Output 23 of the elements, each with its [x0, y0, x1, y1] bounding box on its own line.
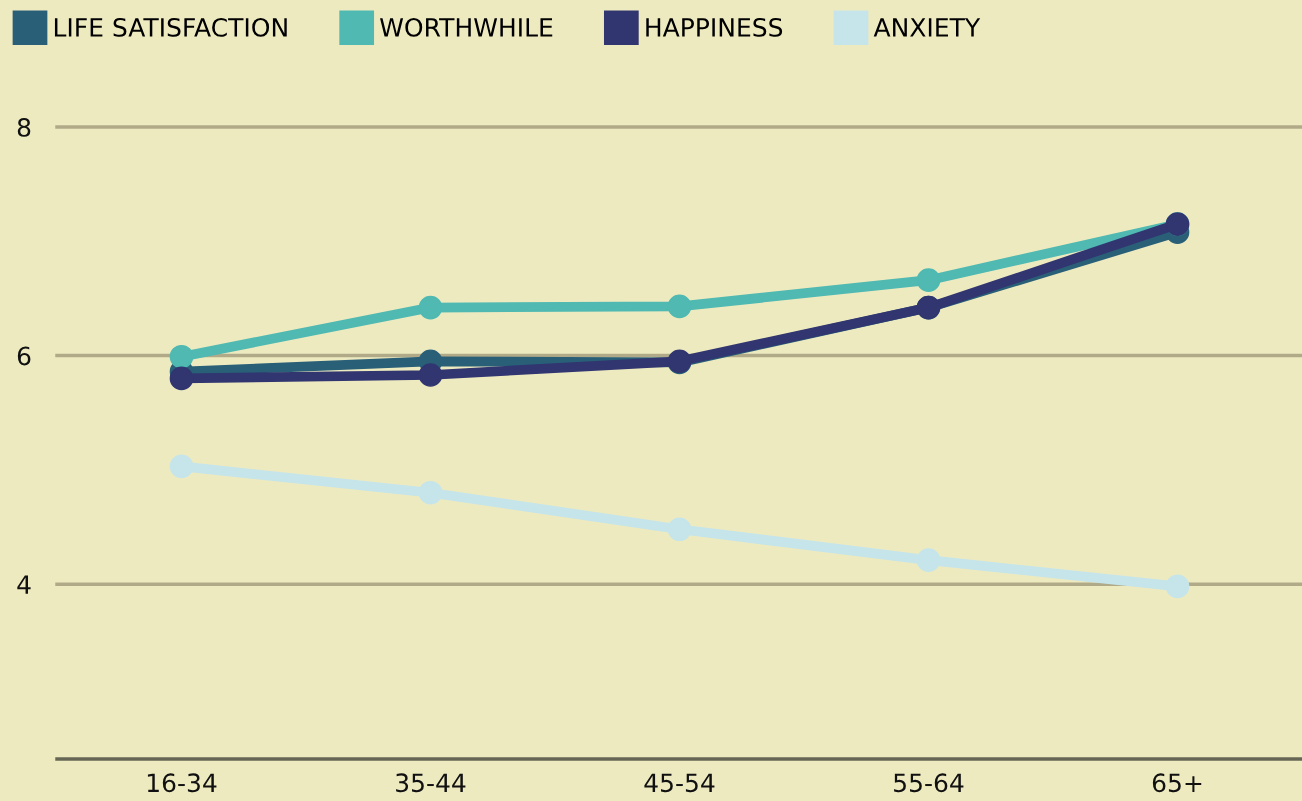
legend-label: WORTHWHILE	[380, 17, 553, 37]
x-tick-label: 55-64	[894, 773, 964, 793]
point	[418, 295, 443, 320]
point	[418, 480, 443, 505]
x-tick-label: 16-34	[147, 773, 217, 793]
legend-label: HAPPINESS	[646, 17, 783, 37]
point	[667, 517, 692, 542]
x-tick-label: 45-54	[644, 773, 715, 793]
point	[1165, 574, 1190, 599]
point	[169, 366, 194, 391]
y-tick-label: 6	[17, 346, 31, 366]
y-tick-label: 4	[17, 575, 31, 594]
point	[916, 548, 941, 572]
point	[916, 268, 941, 292]
point	[418, 363, 443, 387]
point	[169, 454, 194, 479]
legend-label: LIFE SATISFACTION	[54, 17, 287, 37]
x-tick-label: 65+	[1152, 773, 1202, 793]
point	[667, 294, 692, 319]
y-tick-label: 8	[17, 117, 31, 137]
x-tick-label: 35-44	[396, 773, 466, 793]
point	[169, 344, 194, 369]
legend-label: ANXIETY	[873, 18, 981, 37]
